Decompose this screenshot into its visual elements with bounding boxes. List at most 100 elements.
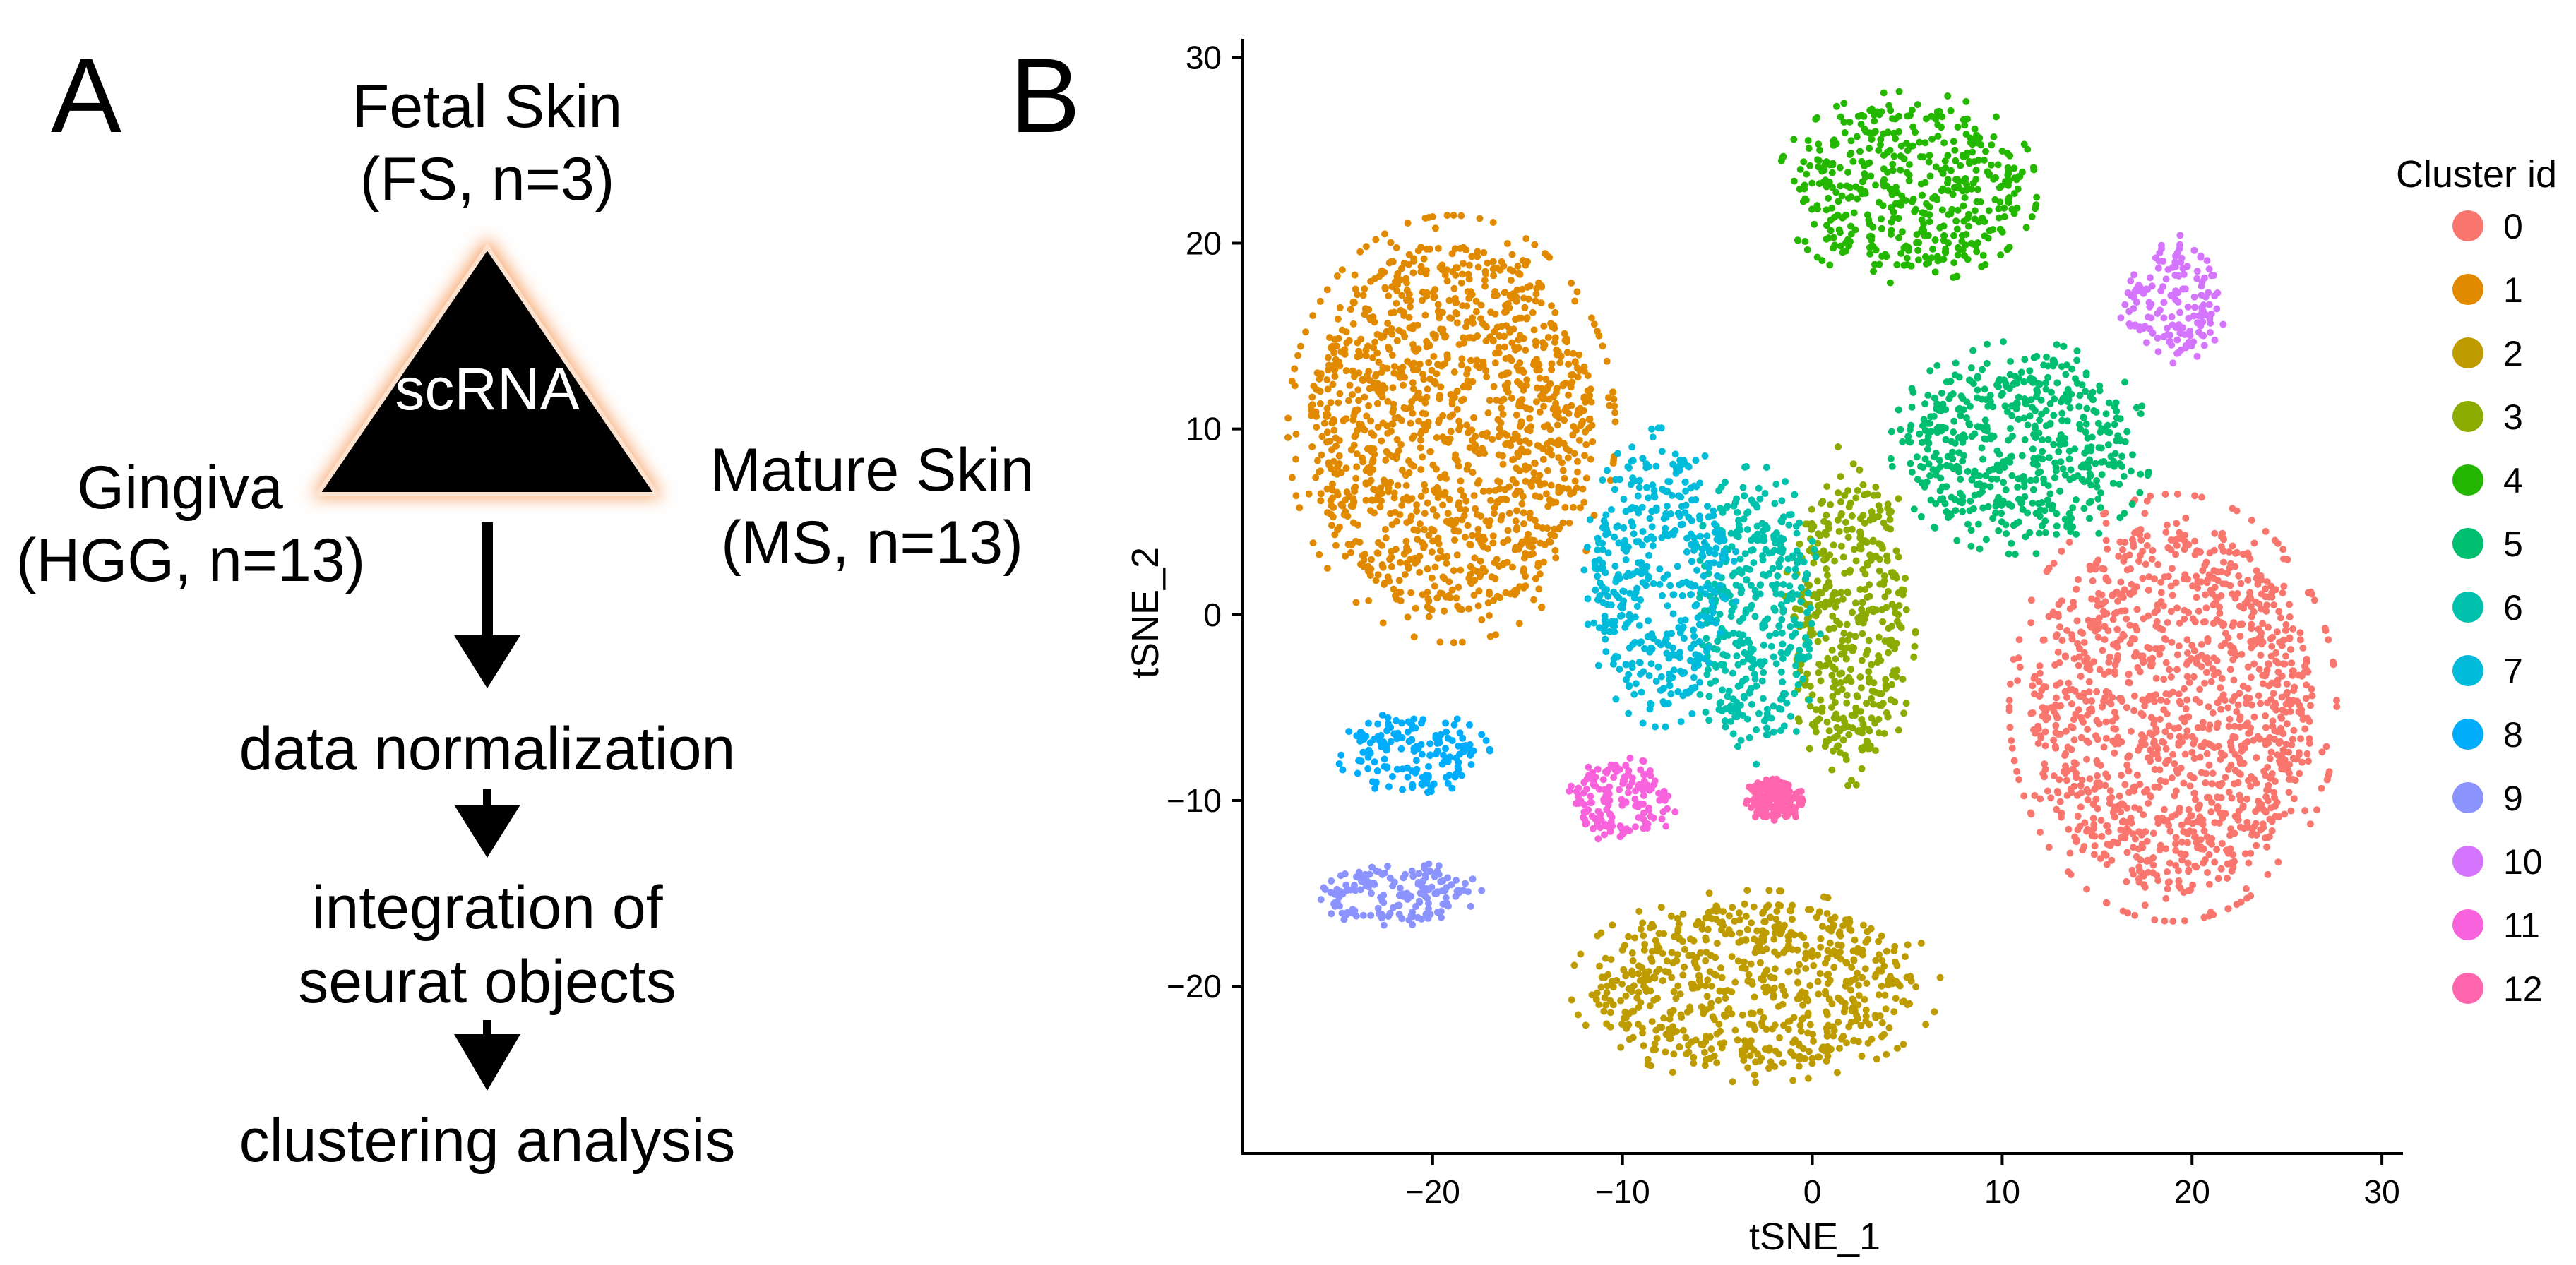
cluster-1-point [1610,452,1618,460]
cluster-6-point [1687,591,1694,599]
cluster-5-point [1943,483,1950,491]
cluster-2-point [1736,916,1744,923]
cluster-4-point [1955,177,1963,185]
cluster-0-point [2056,679,2064,687]
cluster-2-point [1848,964,1856,971]
cluster-0-point [2190,740,2198,748]
cluster-3-point [1827,704,1835,711]
cluster-5-point [2104,421,2111,429]
cluster-2-point [1794,946,1801,954]
cluster-5-point [2022,400,2030,408]
cluster-5-point [2035,429,2043,437]
cluster-1-point [1378,334,1385,342]
cluster-5-point [1931,453,1938,461]
cluster-0-point [2166,732,2174,740]
cluster-1-point [1610,456,1618,464]
cluster-2-point [1681,963,1688,971]
cluster-0-point [2147,746,2154,754]
cluster-1-point [1403,493,1411,501]
cluster-2-point [1640,946,1648,954]
cluster-1-point [1491,504,1498,512]
cluster-0-point [2067,785,2075,793]
cluster-2-point [1784,968,1792,976]
cluster-1-point [1540,558,1547,566]
cluster-1-point [1423,292,1431,300]
cluster-3-point [1868,661,1876,669]
cluster-2-point [1796,961,1803,969]
cluster-2-point [1880,1031,1888,1038]
cluster-0-point [2254,733,2262,741]
cluster-6-point [1736,526,1744,534]
cluster-0-point [2136,531,2144,539]
cluster-5-point [1988,432,1996,440]
cluster-5-point [2022,533,2029,541]
cluster-5-point [2003,530,2010,537]
cluster-1-point [1412,559,1419,567]
cluster-1-point [1332,356,1340,364]
cluster-2-point [1676,1043,1683,1050]
cluster-4-point [1974,239,1981,246]
cluster-2-point [1741,1053,1748,1060]
cluster-0-point [2121,781,2129,789]
cluster-3-point [1803,587,1811,595]
cluster-1-point [1312,474,1320,481]
cluster-5-point [2029,486,2037,493]
cluster-0-point [2268,593,2276,601]
cluster-1-point [1433,434,1441,441]
cluster-1-point [1407,303,1414,311]
cluster-0-point [2279,730,2287,738]
cluster-4-point [2010,210,2018,217]
cluster-4-point [1862,128,1870,136]
cluster-0-point [2222,580,2230,588]
cluster-1-point [1390,489,1398,497]
cluster-3-point [1893,618,1901,625]
cluster-0-point [2119,546,2126,553]
cluster-0-point [2214,793,2222,801]
cluster-0-point [2303,681,2310,689]
cluster-0-point [2092,796,2100,803]
cluster-0-point [2050,736,2058,744]
cluster-0-point [2056,702,2063,710]
cluster-1-point [1469,378,1477,385]
cluster-0-point [2085,616,2092,624]
cluster-3-point [1798,591,1806,599]
cluster-4-point [2004,164,2012,172]
cluster-1-point [1409,366,1417,373]
cluster-2-point [1740,1057,1748,1065]
cluster-4-point [1980,157,1988,164]
cluster-2-point [1767,973,1775,981]
cluster-1-point [1424,499,1431,507]
cluster-0-point [2152,725,2160,733]
cluster-1-point [1284,414,1292,422]
cluster-5-point [1925,460,1933,468]
cluster-1-point [1515,451,1522,459]
cluster-2-point [1892,978,1900,985]
cluster-4-point [1866,129,1873,137]
cluster-0-point [2201,679,2208,687]
cluster-0-point [2259,639,2267,647]
cluster-1-point [1474,602,1482,610]
cluster-0-point [2247,637,2255,645]
cluster-1-point [1491,486,1499,494]
cluster-0-point [2191,833,2198,841]
cluster-2-point [1846,979,1854,987]
cluster-3-point [1846,631,1854,639]
cluster-0-point [2222,810,2229,817]
cluster-1-point [1325,361,1332,369]
cluster-1-point [1516,423,1524,431]
cluster-4-point [1814,156,1821,164]
cluster-5-point [2028,404,2036,411]
panel-b-letter: B [1010,36,1081,155]
cluster-2-point [1806,982,1814,990]
cluster-2-point [1842,916,1849,924]
cluster-0-point [2202,779,2210,786]
cluster-4-point [2015,173,2022,180]
cluster-5-point [1961,433,1969,441]
cluster-1-point [1436,547,1444,555]
cluster-0-point [2240,825,2248,832]
cluster-1-point [1402,405,1410,413]
cluster-1-point [1453,516,1460,524]
cluster-2-point [1717,1040,1724,1048]
cluster-0-point [2053,714,2061,721]
cluster-1-point [1463,370,1471,378]
